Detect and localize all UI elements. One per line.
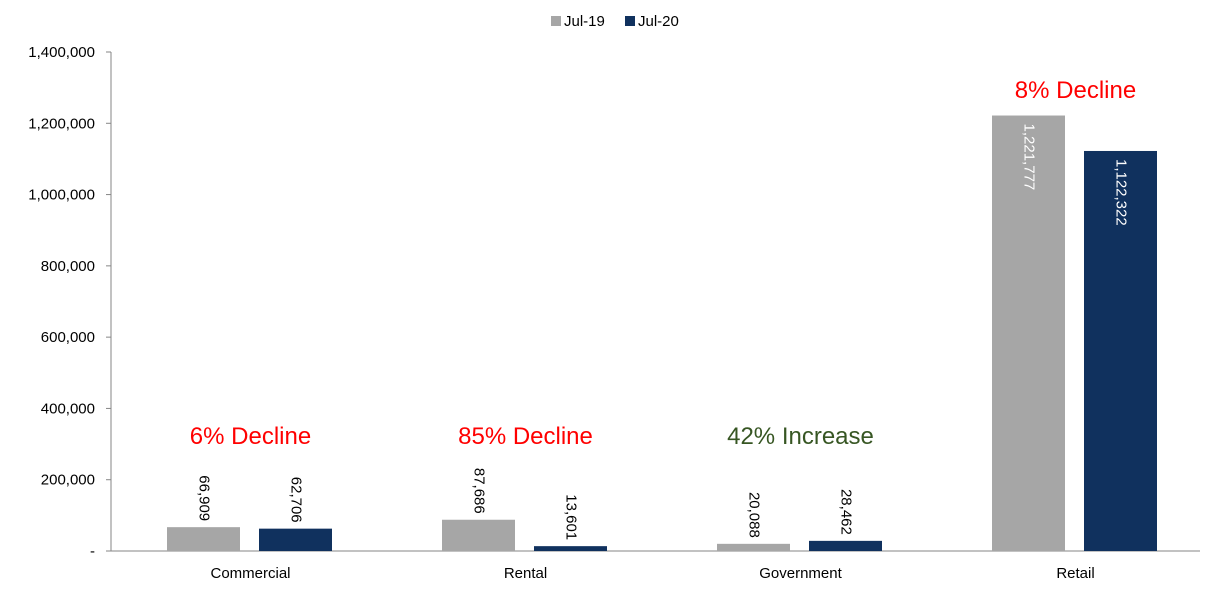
- annotations: 6% Decline 85% Decline 42% Increase 8% Decl…: [190, 77, 1136, 450]
- y-tick-label: 200,000: [41, 472, 95, 489]
- x-tick-label-retail: Retail: [1056, 565, 1094, 582]
- annotation-commercial: 6% Decline: [190, 423, 311, 450]
- data-label-jul-19-retail: 1,221,777: [1021, 124, 1038, 191]
- data-label-jul-19-rental: 87,686: [471, 468, 488, 514]
- x-tick-label-rental: Rental: [504, 565, 547, 582]
- annotation-government: 42% Increase: [727, 423, 874, 450]
- legend-swatch-jul-19: [551, 16, 561, 26]
- data-label-jul-20-retail: 1,122,322: [1113, 159, 1130, 226]
- data-label-jul-20-rental: 13,601: [563, 494, 580, 540]
- annotation-rental: 85% Decline: [458, 423, 593, 450]
- bar-jul-20-retail: [1084, 150, 1157, 552]
- y-tick-label: 1,200,000: [28, 115, 95, 132]
- data-label-jul-19-government: 20,088: [746, 492, 763, 538]
- y-tick-label: 1,000,000: [28, 187, 95, 204]
- legend: Jul-19 Jul-20: [551, 13, 679, 30]
- bar-jul-19-commercial: [167, 527, 240, 551]
- bar-jul-20-commercial: [259, 528, 332, 551]
- legend-label-jul-20: Jul-20: [638, 13, 679, 30]
- y-tick-label: -: [90, 543, 95, 560]
- y-tick-label: 400,000: [41, 400, 95, 417]
- data-label-jul-20-government: 28,462: [838, 489, 855, 535]
- x-tick-label-commercial: Commercial: [210, 565, 290, 582]
- x-axis: Commercial Rental Government Retail: [111, 550, 1200, 582]
- y-axis: - 200,000 400,000 600,000 800,000 1,000,000 1,…: [28, 44, 112, 560]
- y-tick-label: 1,400,000: [28, 44, 95, 61]
- y-tick-label: 800,000: [41, 258, 95, 275]
- data-labels: 66,909 87,686 20,088 1,221,777 62,706 13,601 2…: [196, 124, 1130, 541]
- bar-jul-20-government: [809, 540, 882, 551]
- data-label-jul-20-commercial: 62,706: [288, 477, 305, 523]
- bar-jul-19-rental: [442, 519, 515, 551]
- bar-jul-19-government: [717, 543, 790, 551]
- y-tick-label: 600,000: [41, 329, 95, 346]
- data-label-jul-19-commercial: 66,909: [196, 475, 213, 521]
- x-tick-label-government: Government: [759, 565, 842, 582]
- bar-jul-19-retail: [992, 115, 1065, 551]
- bar-jul-20-rental: [534, 546, 607, 551]
- bars: [167, 115, 1157, 552]
- annotation-retail: 8% Decline: [1015, 77, 1136, 104]
- legend-swatch-jul-20: [625, 16, 635, 26]
- legend-label-jul-19: Jul-19: [564, 13, 605, 30]
